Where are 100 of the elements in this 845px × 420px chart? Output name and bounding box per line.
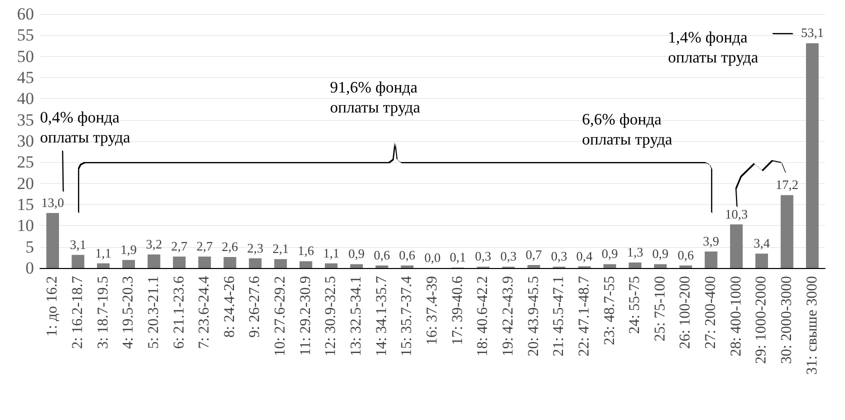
- y-tick-label: 15: [17, 195, 34, 214]
- x-tick-label: 23: 48.7-55: [602, 276, 618, 346]
- x-tick-label: 24: 55-75: [627, 276, 644, 334]
- x-tick-label: 20: 43.9-45.5: [526, 276, 542, 356]
- data-label: 1,1: [323, 245, 340, 260]
- data-label: 3,1: [70, 236, 86, 252]
- x-tick-label: 12: 30.9-32.5: [323, 276, 340, 356]
- bar: [400, 265, 414, 268]
- bar: [376, 265, 388, 268]
- y-tick-label: 45: [17, 68, 34, 87]
- bar: [274, 259, 287, 268]
- x-tick-label: 30: 2000-3000: [779, 276, 796, 364]
- x-tick-label: 28: 400-1000: [728, 276, 744, 356]
- data-label: 1,6: [298, 243, 315, 258]
- data-label: 0,9: [652, 246, 669, 262]
- data-label: 17,2: [776, 177, 798, 192]
- bar: [172, 256, 186, 268]
- x-tick-label: 16: 37.4-39: [424, 276, 440, 346]
- data-label: 0,6: [678, 247, 694, 262]
- x-tick-label: 9: 26-27.6: [247, 276, 264, 338]
- data-label: 2,7: [171, 238, 188, 254]
- x-tick-label: 3: 18.7-19.5: [95, 276, 112, 349]
- x-tick-label: 6: 21.1-23.6: [171, 276, 188, 349]
- bar: [324, 263, 338, 268]
- y-tick-label: 10: [17, 216, 34, 236]
- x-tick-label: 13: 32.5-34.1: [348, 276, 365, 356]
- annotation: 91,6% фонда оплаты труда: [330, 80, 420, 116]
- bar: [806, 43, 819, 268]
- data-label: 2,3: [247, 240, 264, 256]
- x-tick-label: 11: 29.2-30.9: [298, 276, 314, 356]
- y-tick-label: 0: [26, 258, 34, 278]
- x-tick-label: 17: 39-40.6: [450, 276, 466, 346]
- data-label: 1,3: [626, 244, 644, 260]
- bar: [780, 195, 794, 268]
- data-label: 0,9: [348, 246, 365, 262]
- y-tick-label: 35: [17, 110, 34, 130]
- x-tick-label: 15: 35.7-37.4: [399, 276, 416, 356]
- bar: [679, 265, 692, 268]
- bar: [755, 254, 768, 268]
- bar: [300, 261, 312, 268]
- x-tick-label: 2: 16.2-18.7: [70, 276, 86, 349]
- data-label: 0,6: [374, 247, 390, 262]
- data-label: 0,7: [526, 247, 542, 262]
- data-label: 0,4: [576, 248, 594, 264]
- bar: [96, 263, 110, 268]
- bar: [704, 251, 718, 268]
- bar: [72, 254, 84, 268]
- bar: [527, 265, 540, 268]
- bar: [350, 264, 363, 268]
- data-label: 0,6: [399, 247, 416, 262]
- y-tick-label: 40: [17, 89, 34, 108]
- x-tick-label: 7: 23.6-24.4: [196, 276, 213, 349]
- bar: [603, 264, 616, 268]
- data-label: 0,9: [602, 246, 618, 262]
- x-tick-label: 25: 75-100: [652, 276, 668, 342]
- annotation: 0,4% фонда оплаты труда: [40, 110, 130, 146]
- x-tick-label: 27: 200-400: [703, 276, 720, 349]
- data-label: 1,9: [120, 242, 137, 257]
- bar: [148, 254, 160, 268]
- x-tick-label: 26: 100-200: [678, 276, 694, 349]
- data-label: 0,3: [475, 248, 492, 264]
- annotation: 1,4% фонда оплаты труда: [668, 30, 758, 66]
- bar: [46, 212, 59, 268]
- y-tick-label: 20: [17, 174, 34, 193]
- data-label: 1,1: [95, 245, 112, 260]
- bar: [730, 224, 743, 268]
- x-tick-label: 10: 27.6-29.2: [272, 276, 289, 356]
- y-tick-label: 25: [17, 152, 34, 172]
- x-tick-label: 4: 19.5-20.3: [120, 276, 137, 349]
- y-tick-label: 60: [17, 4, 34, 24]
- annotation: 6,6% фонда оплаты труда: [582, 112, 672, 148]
- data-label: 53,1: [800, 25, 824, 40]
- x-tick-label: 31: свыше 3000: [804, 276, 820, 375]
- bar: [122, 260, 135, 268]
- x-tick-label: 21: 45.5-47.1: [551, 276, 568, 356]
- y-tick-label: 30: [17, 132, 34, 150]
- bar: [224, 256, 236, 268]
- x-tick-label: 8: 24.4-26: [222, 276, 238, 338]
- bar: [248, 258, 262, 268]
- data-label: 13,0: [41, 194, 64, 210]
- data-label: 10,3: [724, 206, 748, 222]
- x-tick-label: 14: 34.1-35.7: [374, 276, 390, 356]
- data-label: 2,6: [222, 238, 239, 254]
- data-label: 3,2: [146, 236, 162, 252]
- data-label: 0,1: [450, 250, 466, 265]
- x-tick-label: 18: 40.6-42.2: [475, 276, 492, 356]
- y-tick-label: 50: [17, 46, 34, 66]
- data-label: 2,7: [196, 238, 214, 254]
- bar: [198, 256, 211, 268]
- data-label: 0,3: [550, 248, 568, 264]
- data-label: 3,4: [754, 236, 770, 251]
- data-label: 3,9: [702, 233, 720, 248]
- x-tick-label: 5: 20.3-21.1: [146, 276, 162, 349]
- x-tick-label: 1: до 16.2: [44, 276, 61, 337]
- data-label: 2,1: [272, 241, 289, 256]
- x-tick-label: 19: 42.2-43.9: [500, 276, 516, 356]
- data-label: 0,3: [500, 248, 517, 264]
- y-tick-label: 5: [26, 237, 34, 256]
- x-tick-label: 22: 47.1-48.7: [576, 276, 592, 356]
- bar: [654, 264, 667, 268]
